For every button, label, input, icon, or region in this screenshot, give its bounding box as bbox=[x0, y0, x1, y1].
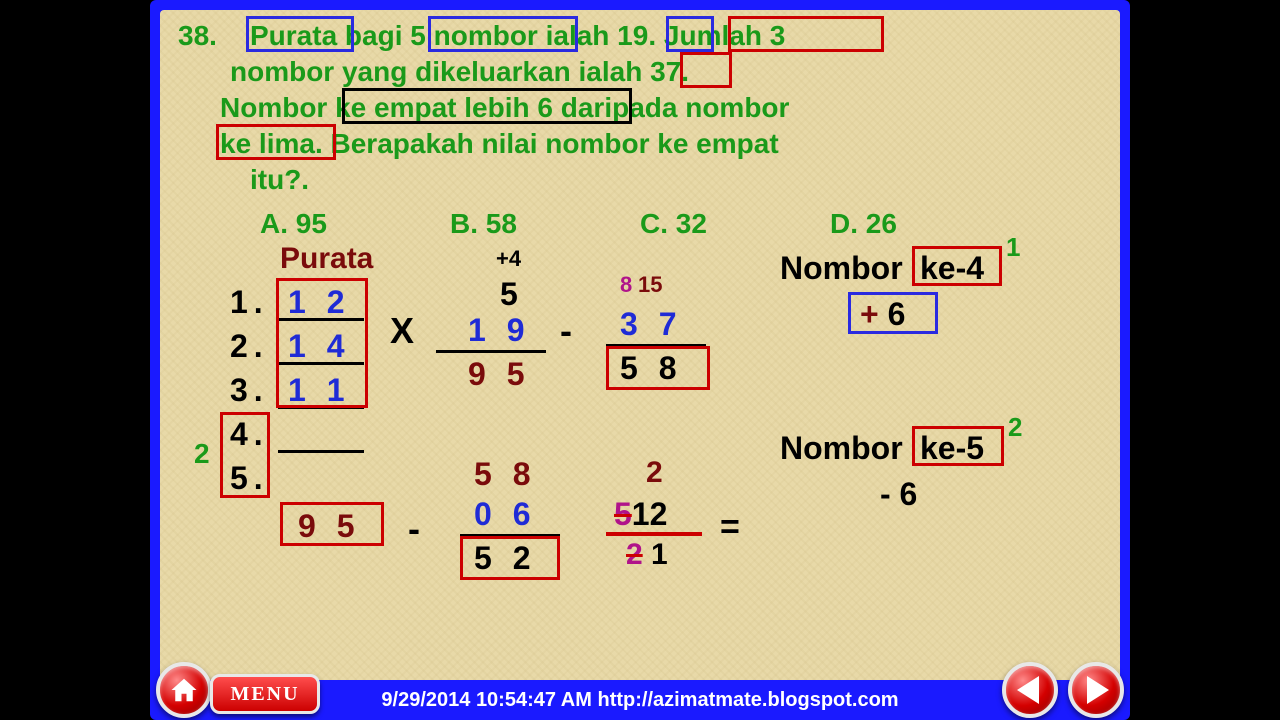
question-number: 38. bbox=[178, 18, 217, 54]
sub1-c15: 15 bbox=[638, 272, 662, 298]
mult-line bbox=[436, 350, 546, 353]
footer-text: 9/29/2014 10:54:47 AM http://azimatmate.… bbox=[150, 680, 1130, 720]
opt-b: B. 58 bbox=[450, 206, 517, 242]
ul-4 bbox=[278, 450, 364, 453]
minus6: - 6 bbox=[880, 476, 917, 513]
div-line bbox=[606, 532, 702, 536]
box-plus6 bbox=[848, 292, 938, 334]
box-37 bbox=[680, 52, 732, 88]
sup1: 1 bbox=[1006, 232, 1020, 263]
col2-op: - bbox=[408, 508, 426, 550]
sub1-top: 3 7 bbox=[620, 306, 682, 343]
div-bottom: 2 1 bbox=[626, 538, 668, 572]
idx-2: 2. bbox=[230, 328, 269, 365]
stage: 38. Purata bagi 5 nombor ialah 19. Jumla… bbox=[150, 0, 1130, 720]
mult-top: 5 bbox=[500, 276, 524, 313]
col2-top: 5 8 bbox=[474, 456, 536, 493]
box-52 bbox=[460, 536, 560, 580]
nombor4-label: Nombor bbox=[780, 250, 903, 287]
div-5: 512 bbox=[614, 496, 667, 533]
opt-d: D. 26 bbox=[830, 206, 897, 242]
paper: 38. Purata bagi 5 nombor ialah 19. Jumla… bbox=[160, 10, 1120, 680]
box-jumlah3 bbox=[728, 16, 884, 52]
box-ke5 bbox=[912, 426, 1004, 466]
sup2: 2 bbox=[1008, 412, 1022, 443]
idx-1: 1. bbox=[230, 284, 269, 321]
sub1-op: - bbox=[560, 310, 578, 352]
mult-bot: 1 9 bbox=[468, 312, 530, 349]
box-idx45 bbox=[220, 412, 270, 498]
side-2: 2 bbox=[194, 438, 210, 470]
q-line-5: itu?. bbox=[250, 162, 309, 198]
box-list123 bbox=[276, 278, 368, 408]
box-sum95 bbox=[280, 502, 384, 546]
nombor5-label: Nombor bbox=[780, 430, 903, 467]
box-kelima bbox=[216, 124, 336, 160]
box-19 bbox=[666, 16, 714, 52]
sub1-c8: 8 bbox=[620, 272, 632, 298]
opt-c: C. 32 bbox=[640, 206, 707, 242]
mult-res: 9 5 bbox=[468, 356, 530, 393]
div-2top: 2 bbox=[646, 456, 663, 490]
idx-3: 3. bbox=[230, 372, 269, 409]
box-purata bbox=[246, 16, 354, 52]
purata-label: Purata bbox=[280, 242, 373, 276]
mult-op: X bbox=[390, 310, 420, 352]
box-58 bbox=[606, 346, 710, 390]
box-5nombor bbox=[428, 16, 578, 52]
col2-mid: 0 6 bbox=[474, 496, 536, 533]
q-line-2: nombor yang dikeluarkan ialah 37. bbox=[230, 54, 689, 90]
mult-plus4: +4 bbox=[496, 246, 521, 272]
box-ke4 bbox=[912, 246, 1002, 286]
box-keempat bbox=[342, 88, 632, 124]
div-eq: = bbox=[720, 508, 746, 547]
opt-a: A. 95 bbox=[260, 206, 327, 242]
